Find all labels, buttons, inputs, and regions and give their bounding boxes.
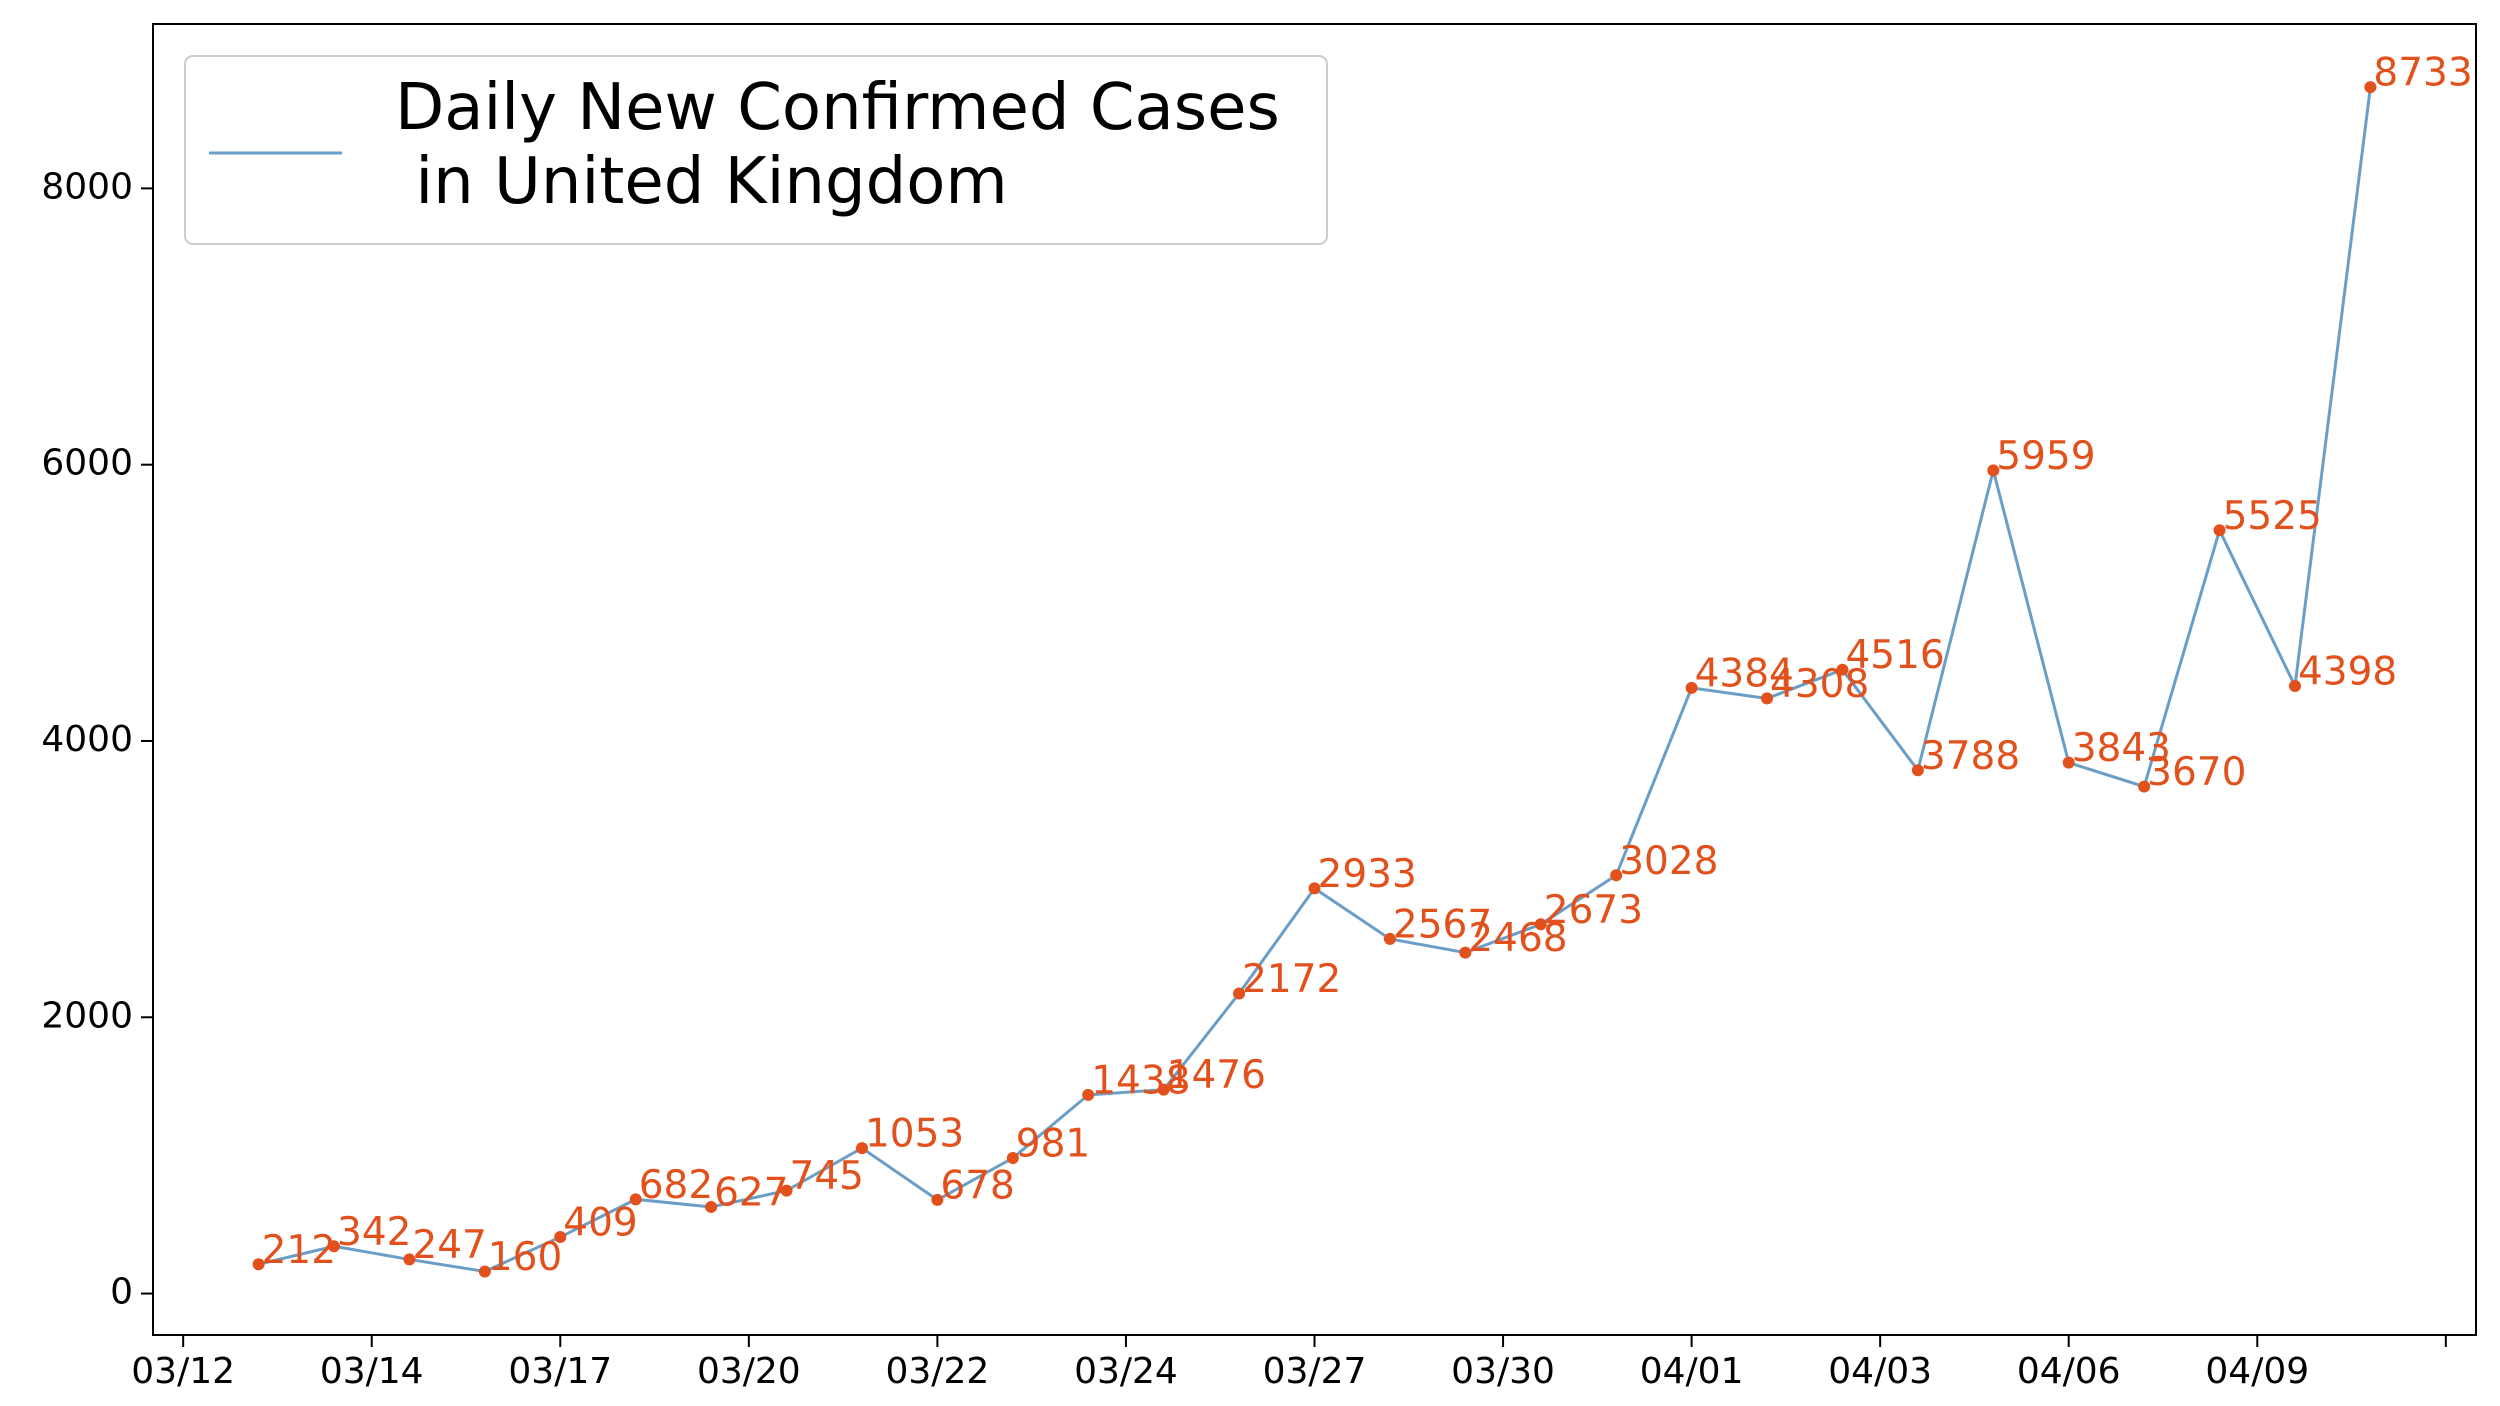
data-point: [1610, 869, 1623, 882]
data-label: 1053: [865, 1112, 964, 1157]
data-label: 678: [940, 1163, 1014, 1208]
data-label: 342: [337, 1210, 411, 1255]
data-point: [1006, 1152, 1019, 1165]
data-point: [1761, 692, 1774, 705]
legend-box: [184, 55, 1328, 245]
data-point: [2288, 679, 2301, 692]
data-label: 4398: [2298, 649, 2397, 694]
y-tick-label: 0: [110, 1272, 133, 1313]
data-label: 3670: [2147, 750, 2246, 795]
data-label: 682: [639, 1163, 713, 1208]
data-label: 981: [1016, 1122, 1090, 1167]
data-point: [478, 1265, 491, 1278]
data-point: [1911, 764, 1924, 777]
data-label: 160: [488, 1235, 562, 1280]
data-label: 2673: [1544, 888, 1643, 933]
data-label: 627: [714, 1170, 788, 1215]
data-point: [1987, 464, 2000, 477]
data-label: 1438: [1091, 1058, 1190, 1103]
data-label: 5525: [2223, 494, 2322, 539]
data-label: 2567: [1393, 902, 1492, 947]
x-tick-label: 04/06: [2017, 1351, 2121, 1392]
x-tick-label: 03/20: [697, 1351, 801, 1392]
data-label: 247: [412, 1223, 486, 1268]
x-tick-label: 03/30: [1451, 1351, 1555, 1392]
data-label: 3788: [1921, 734, 2020, 779]
legend-label-line: in United Kingdom: [395, 145, 1008, 219]
legend: Daily New Confirmed Cases in United King…: [184, 55, 1328, 245]
x-tick-label: 03/17: [508, 1351, 612, 1392]
data-point: [629, 1193, 642, 1206]
data-point: [403, 1253, 416, 1266]
series-line: [258, 86, 2372, 1274]
x-tick-label: 04/03: [1828, 1351, 1932, 1392]
x-tick-label: 03/22: [886, 1351, 990, 1392]
data-point: [855, 1142, 868, 1155]
data-label: 3843: [2072, 726, 2171, 771]
data-point: [1383, 932, 1396, 945]
y-tick-label: 2000: [41, 995, 133, 1036]
data-point: [1459, 946, 1472, 959]
data-label: 409: [563, 1201, 637, 1246]
data-label: 3028: [1619, 839, 1718, 884]
data-point: [2364, 81, 2377, 94]
data-point: [780, 1184, 793, 1197]
data-label: 212: [262, 1228, 336, 1273]
data-label: 2468: [1468, 916, 1567, 961]
data-label: 4308: [1770, 662, 1869, 707]
data-point: [328, 1240, 341, 1253]
data-point: [1534, 918, 1547, 931]
y-tick-label: 6000: [41, 443, 133, 484]
x-tick-label: 03/12: [131, 1351, 235, 1392]
y-tick-label: 4000: [41, 719, 133, 760]
x-tick-label: 03/14: [320, 1351, 424, 1392]
data-label: 4516: [1845, 633, 1944, 678]
data-point: [931, 1193, 944, 1206]
legend-label: Daily New Confirmed Cases in United King…: [395, 71, 1280, 219]
x-tick-label: 04/01: [1640, 1351, 1744, 1392]
data-label: 745: [790, 1154, 864, 1199]
x-tick-label: 04/09: [2205, 1351, 2309, 1392]
data-label: 4384: [1695, 651, 1794, 696]
data-point: [1082, 1088, 1095, 1101]
data-point: [554, 1231, 567, 1244]
data-point: [2062, 756, 2075, 769]
data-point: [252, 1258, 265, 1271]
data-label: 1476: [1167, 1053, 1266, 1098]
data-point: [1233, 987, 1246, 1000]
data-point: [1685, 681, 1698, 694]
x-tick-label: 03/24: [1074, 1351, 1178, 1392]
data-point: [705, 1200, 718, 1213]
data-point: [1157, 1083, 1170, 1096]
data-point: [1308, 882, 1321, 895]
y-tick-label: 8000: [41, 166, 133, 207]
x-tick-label: 03/27: [1263, 1351, 1367, 1392]
data-label: 2172: [1242, 957, 1341, 1002]
data-label: 8733: [2373, 51, 2472, 96]
data-point: [2213, 524, 2226, 537]
legend-label-line: Daily New Confirmed Cases: [395, 71, 1280, 145]
data-label: 5959: [1996, 434, 2095, 479]
data-point: [2138, 780, 2151, 793]
data-point: [1836, 663, 1849, 676]
data-label: 2933: [1318, 852, 1417, 897]
